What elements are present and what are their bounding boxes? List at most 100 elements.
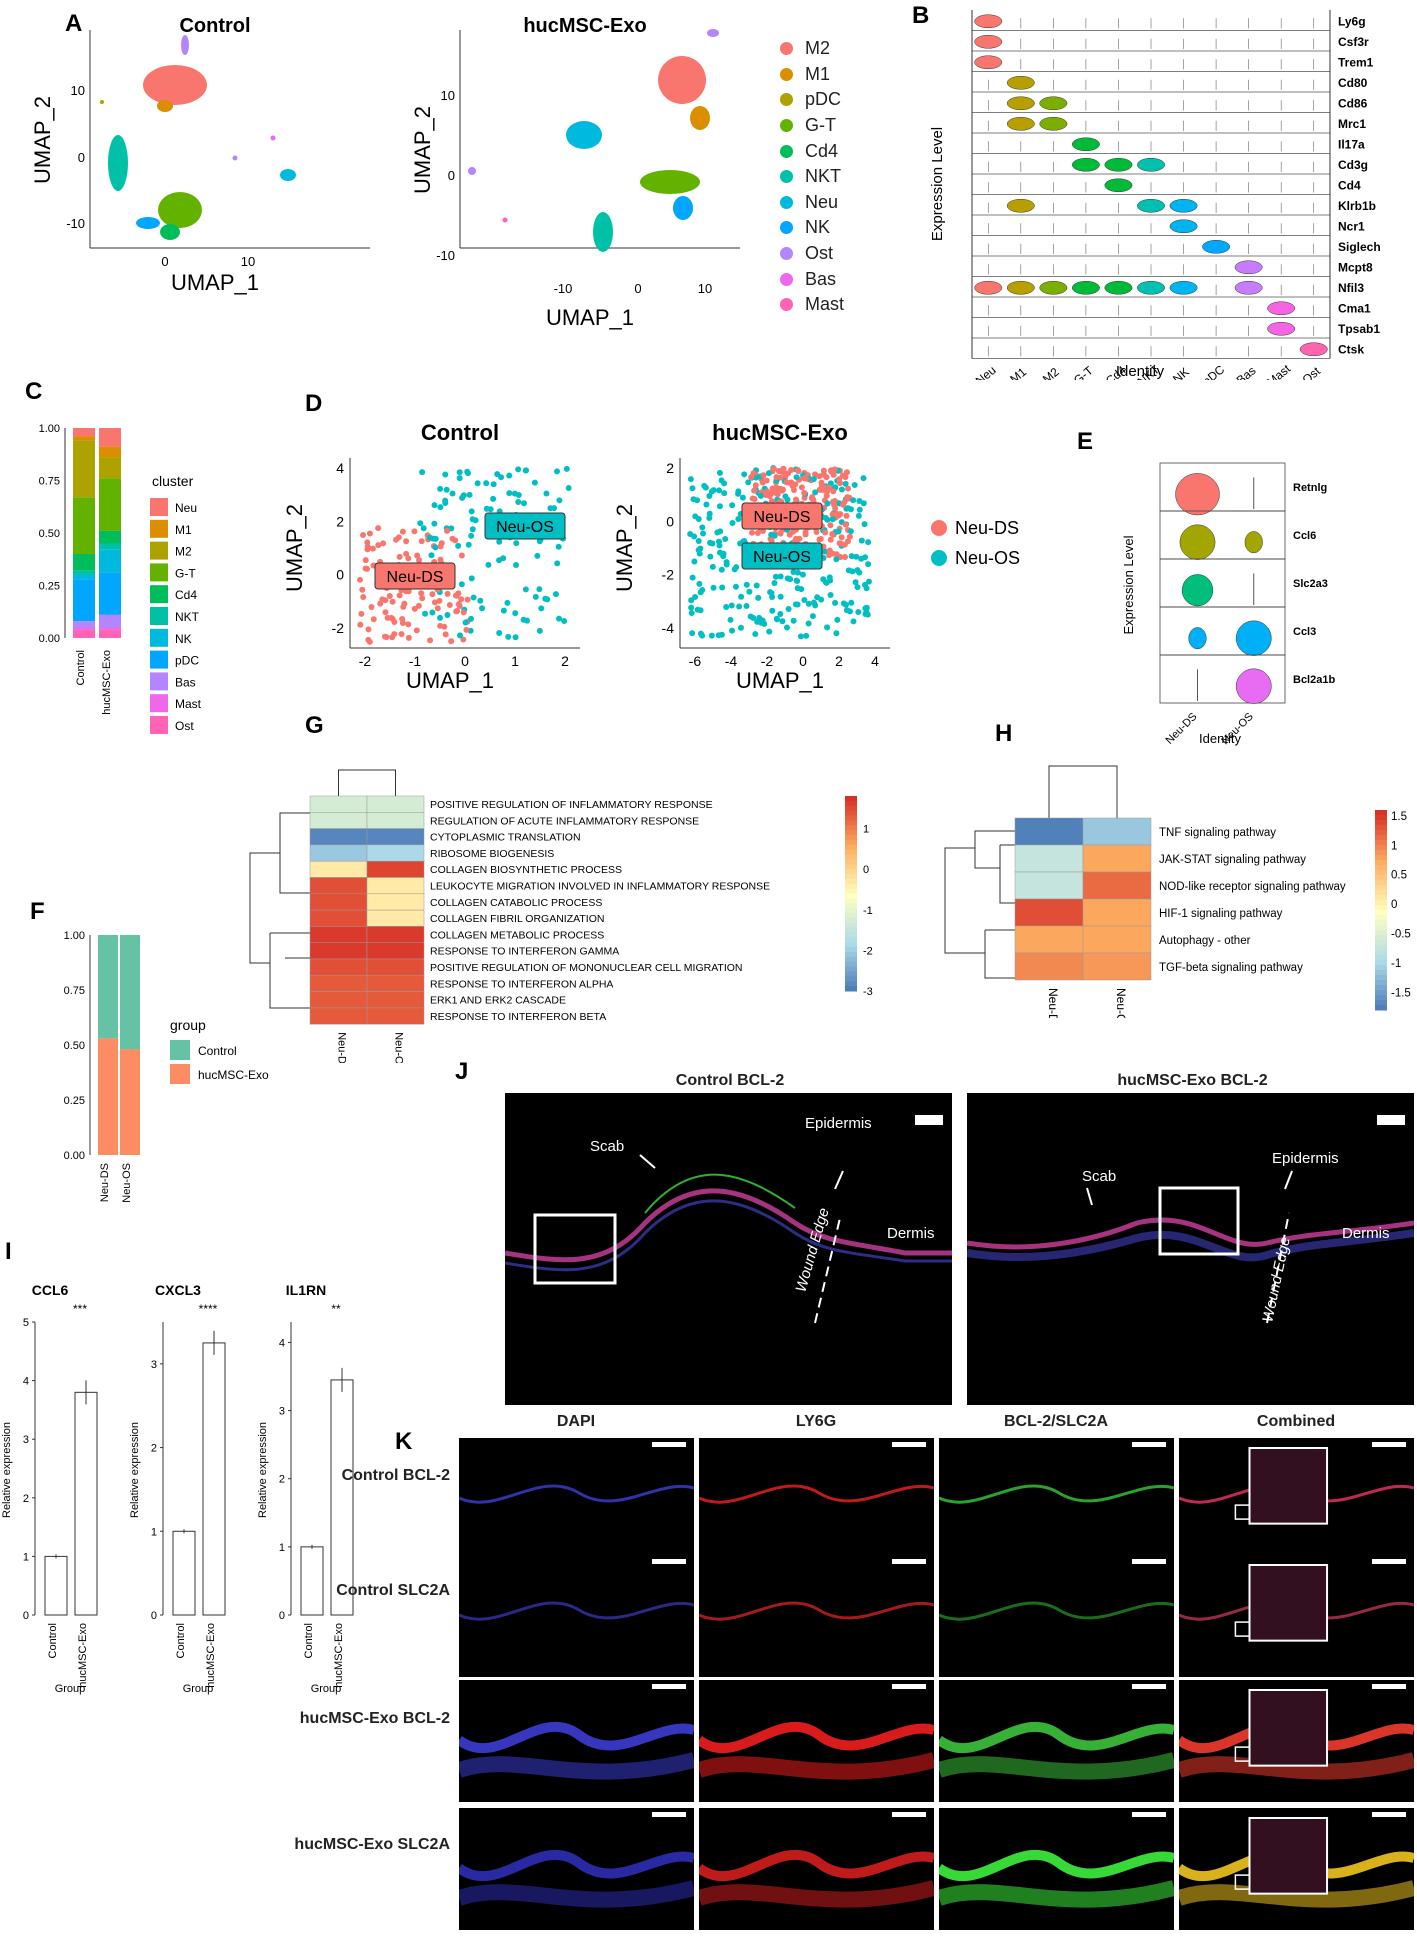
umap-d-point: [457, 632, 464, 639]
umap-d-point: [437, 543, 444, 550]
svg-text:Dermis: Dermis: [1342, 1225, 1390, 1242]
umap-d-point: [469, 526, 476, 533]
micrograph-k-tissue: [459, 1484, 694, 1504]
heatmap-g-scale-step: [845, 956, 857, 963]
umap-d-point: [779, 618, 786, 625]
legend-a-dot: [780, 195, 793, 209]
svg-text:-10: -10: [66, 216, 85, 231]
umap-d-point: [769, 607, 776, 614]
bar-c-legend-label: NKT: [175, 610, 200, 624]
umap-d-point: [456, 475, 463, 482]
bar-c-legend-label: Cd4: [175, 588, 197, 602]
umap-d-point: [396, 592, 403, 599]
heatmap-h-scale-step: [1375, 900, 1387, 906]
bar-c-legend-swatch: [150, 650, 168, 669]
bar-f: group 1.00 0.75 0.50 0.25 0.00 Neu-DS Neu-OS Co…: [64, 930, 269, 1203]
heatmap-g-col-label: Neu-DS: [336, 1032, 348, 1063]
umap-d-point: [793, 474, 800, 481]
umap-d-point: [365, 626, 372, 633]
svg-text:Epidermis: Epidermis: [1272, 1150, 1339, 1167]
umap-d-point: [826, 552, 833, 559]
violin-e-shape: [1181, 574, 1214, 607]
umap-d-left-xlabel: UMAP_1: [406, 668, 494, 693]
bar-c-segment: [73, 554, 95, 571]
umap-d-point: [840, 501, 847, 508]
heatmap-h-cell: [1014, 925, 1084, 954]
heatmap-g-scale-tick: 1: [863, 824, 869, 836]
umap-d-point: [689, 630, 696, 637]
violin-b-identity: Bas: [1234, 363, 1259, 380]
umap-d-point: [856, 497, 863, 504]
bar-i-ytick: 4: [279, 1337, 285, 1349]
heatmap-g-cell: [309, 926, 368, 943]
umap-d-point: [722, 536, 729, 543]
umap-d-point: [810, 476, 817, 483]
umap-d-point: [793, 496, 800, 503]
bar-f-exo-segment: [120, 1049, 140, 1155]
bar-i-ytick: 2: [23, 1493, 29, 1505]
micrograph-k-r4-c1: [459, 1808, 694, 1930]
umap-a-right-ylabel: UMAP_2: [410, 106, 435, 194]
cluster-nkt: [108, 135, 128, 191]
panel-label-d: D: [305, 390, 323, 417]
micrograph-k-image: [939, 1559, 1174, 1621]
umap-d-point: [462, 619, 469, 626]
umap-d-point: [688, 604, 695, 611]
umap-d-point: [850, 618, 857, 625]
umap-d-point: [860, 475, 867, 482]
umap-d-point: [364, 539, 371, 546]
legend-a-dot: [780, 67, 793, 81]
umap-d-point: [357, 621, 364, 628]
umap-d-point: [389, 598, 396, 605]
micrograph-k-r2-c1: [459, 1555, 694, 1677]
umap-d-point: [748, 474, 755, 481]
heatmap-h-scale-step: [1375, 935, 1387, 941]
umap-d-ytick: -4: [662, 620, 675, 636]
umap-d-point: [838, 534, 845, 541]
violin-e-gene: Slc2a3: [1293, 578, 1328, 590]
umap-d-point: [465, 541, 472, 548]
heatmap-h-scale-step: [1375, 820, 1387, 826]
heatmap-g-scale-step: [845, 966, 857, 972]
heatmap-g-scale-step: [845, 800, 857, 807]
micrograph-k-image: [939, 1684, 1174, 1780]
umap-d-point: [809, 613, 816, 620]
violin-b-gene: Siglech: [1338, 240, 1381, 254]
violin-b-identity: M1: [1007, 365, 1029, 380]
bar-f-ytick: 0.50: [64, 1040, 85, 1052]
umap-d-point: [405, 588, 412, 595]
umap-d-point: [689, 485, 696, 492]
panel-label-f: F: [30, 898, 45, 925]
micrograph-j-control: Scab Epidermis Dermis Wound Edge: [505, 1093, 952, 1405]
micrograph-k-image: [459, 1684, 694, 1780]
umap-d-point: [536, 627, 543, 634]
bar-i-bar: [300, 1546, 324, 1616]
umap-d-point: [432, 544, 439, 551]
bar-c-segment: [73, 497, 95, 554]
violin-b-shape: [1039, 280, 1068, 295]
bar-c-segment: [73, 436, 95, 441]
umap-d-point: [418, 538, 425, 545]
umap-d-point: [719, 584, 726, 591]
violin-b-gene: Nfil3: [1338, 281, 1364, 295]
legend-a-label: G-T: [805, 115, 836, 136]
umap-d-point: [437, 556, 444, 563]
umap-a-left-ylabel: UMAP_2: [30, 96, 55, 184]
umap-d-point: [851, 482, 858, 489]
cluster-ost: [707, 29, 719, 37]
micrograph-k-tissue-deep: [939, 1880, 1174, 1908]
umap-d-point: [850, 497, 857, 504]
violin-b-gene: Cd80: [1338, 76, 1368, 90]
umap-d-point: [863, 585, 870, 592]
umap-d-point: [565, 485, 572, 492]
bar-c-legend-swatch: [150, 672, 168, 691]
umap-d-point: [737, 624, 744, 631]
micrograph-k-tissue-deep: [459, 1752, 694, 1780]
heatmap-h-cell: [1082, 898, 1152, 927]
umap-d-point: [396, 553, 403, 560]
umap-d-point: [735, 516, 742, 523]
heatmap-h-row-label: TGF-beta signaling pathway: [1159, 962, 1303, 974]
heatmap-g-scale-step: [845, 903, 857, 909]
umap-d-point: [696, 580, 703, 587]
heatmap-h-col-label: Neu-OS: [1114, 988, 1128, 1018]
